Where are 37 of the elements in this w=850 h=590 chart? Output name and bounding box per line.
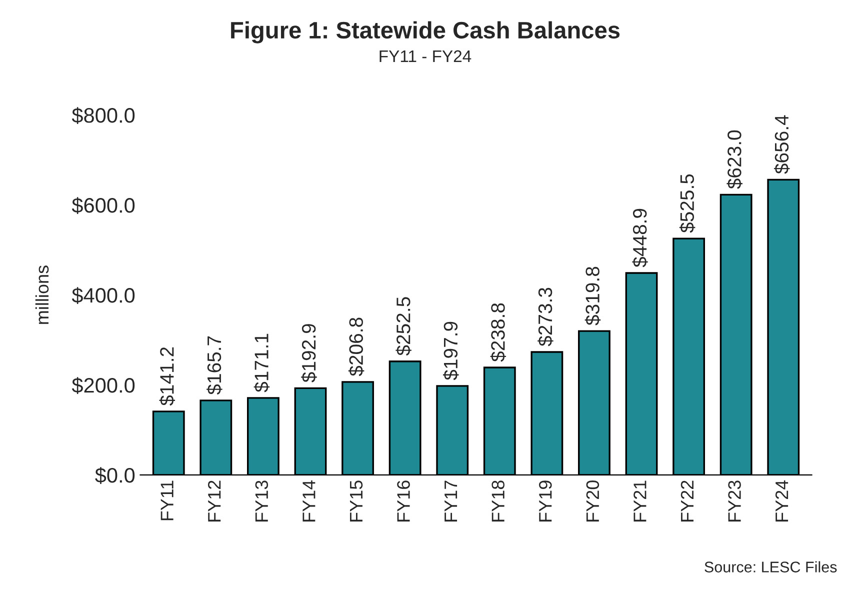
data-label: $448.9 <box>632 208 648 268</box>
x-tick-label: FY19 <box>538 480 552 522</box>
data-label: $165.7 <box>206 336 222 395</box>
data-label: $273.3 <box>538 288 554 346</box>
source-note: Source: LESC Files <box>704 561 837 572</box>
y-tick-label: $200.0 <box>72 377 135 394</box>
x-tick-label: FY24 <box>775 480 788 522</box>
x-tick-label: FY22 <box>680 480 694 522</box>
x-tick-label: FY14 <box>302 480 316 522</box>
data-label: $623.0 <box>726 130 742 189</box>
data-label: $238.8 <box>490 303 506 362</box>
chart-title: Figure 1: Statewide Cash Balances <box>231 21 620 44</box>
x-tick-label: FY11 <box>160 480 174 520</box>
y-tick-label: $0.0 <box>95 467 135 484</box>
y-axis-title: millions <box>35 266 49 324</box>
x-tick-label: FY13 <box>255 480 268 522</box>
y-tick-label: $400.0 <box>72 287 135 304</box>
data-label: $525.5 <box>679 174 696 233</box>
x-tick-label: FY23 <box>728 480 741 522</box>
data-label: $252.5 <box>396 297 412 356</box>
y-tick-label: $600.0 <box>72 197 135 214</box>
x-tick-label: FY18 <box>492 480 504 522</box>
chart-subtitle: FY11 - FY24 <box>380 50 472 62</box>
x-tick-label: FY16 <box>397 480 410 522</box>
x-tick-label: FY21 <box>634 480 646 522</box>
data-label: $206.8 <box>348 318 364 376</box>
x-tick-label: FY15 <box>350 480 363 522</box>
data-label: $656.4 <box>774 115 790 174</box>
y-tick-label: $800.0 <box>72 107 135 124</box>
data-label: $171.1 <box>254 334 270 392</box>
x-tick-label: FY12 <box>208 480 221 522</box>
data-label: $192.9 <box>301 324 317 382</box>
data-label: $319.8 <box>584 266 601 326</box>
x-tick-label: FY17 <box>444 480 458 522</box>
x-tick-label: FY20 <box>586 480 600 522</box>
data-label: $141.2 <box>159 347 175 406</box>
data-label: $197.9 <box>442 322 459 380</box>
